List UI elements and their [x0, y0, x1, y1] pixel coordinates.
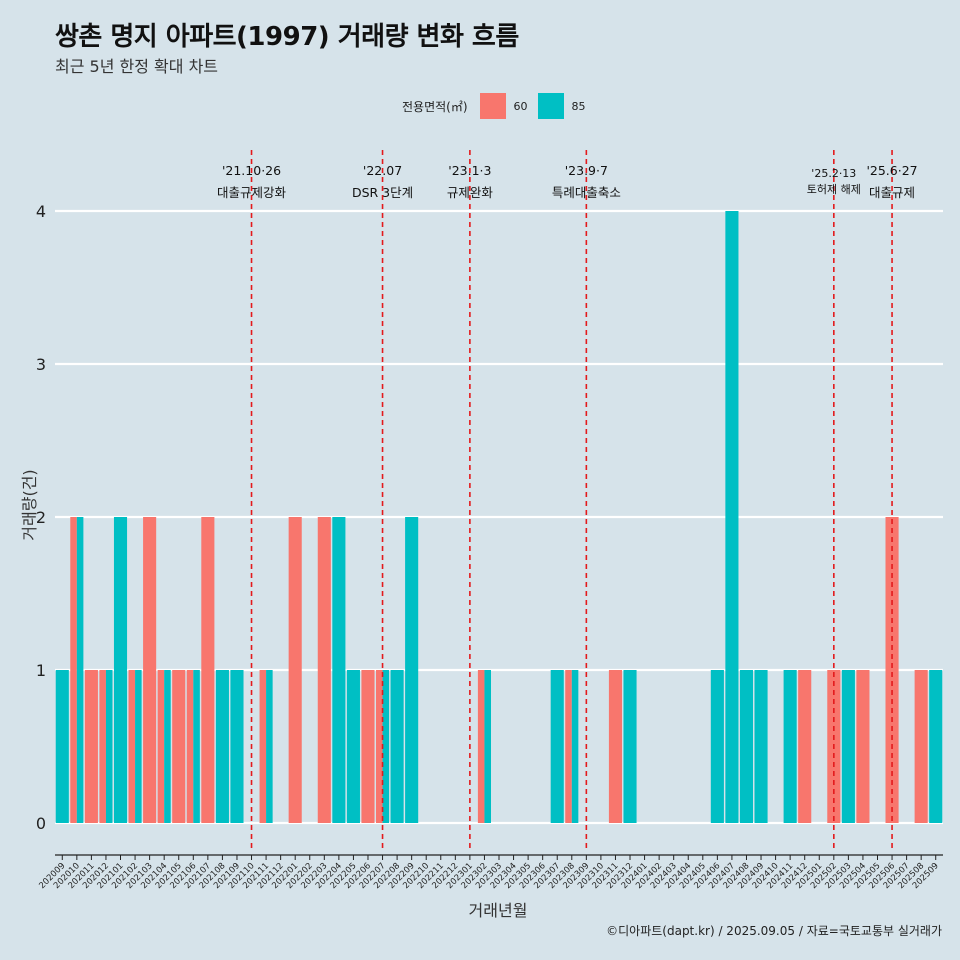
bar-85-202503: [841, 670, 855, 823]
bar-60-202011: [84, 670, 98, 823]
bar-60-202207: [375, 670, 383, 823]
legend-key-60: [479, 93, 506, 119]
bar-85-202104: [164, 670, 171, 823]
bar-85-202102: [135, 670, 142, 823]
annotation-label: 대출규제강화: [217, 185, 287, 200]
bar-60-202107: [201, 517, 215, 823]
chart-subtitle: 최근 5년 한정 확대 차트: [55, 57, 219, 76]
bar-85-202409: [754, 670, 768, 823]
bar-85-202302: [484, 670, 491, 823]
bar-60-202508: [914, 670, 928, 823]
bar-60-202504: [856, 670, 870, 823]
y-tick-label: 3: [36, 355, 46, 374]
annotation-label: 대출규제: [869, 185, 915, 200]
bar-85-202408: [739, 670, 754, 823]
bar-85-202012: [105, 670, 113, 823]
bar-60-202302: [477, 670, 485, 823]
annotation-label: 토허제 해제: [807, 182, 861, 196]
annotation-label: 규제완화: [447, 185, 494, 200]
bar-85-202411: [783, 670, 797, 823]
annotation-date: '25.6·27: [866, 163, 917, 178]
bar-85-202204: [332, 517, 346, 823]
bar-60-202105: [172, 670, 186, 823]
bar-85-202509: [929, 670, 943, 823]
bar-85-202407: [725, 211, 739, 823]
annotation-date: '22.07: [363, 163, 402, 178]
bar-60-202106: [186, 670, 194, 823]
bar-85-202208: [390, 670, 404, 823]
annotation-date: '21.10·26: [222, 163, 281, 178]
bar-60-202104: [157, 670, 165, 823]
bar-85-202307: [550, 670, 564, 823]
bar-85-202101: [113, 517, 128, 823]
y-tick-label: 0: [36, 814, 46, 833]
legend: 전용면적(㎡) 60 85: [402, 93, 596, 119]
bar-85-202312: [623, 670, 637, 823]
legend-key-85: [537, 93, 564, 119]
annotation-date: '25.2·13: [811, 167, 856, 180]
bar-60-202311: [608, 670, 623, 823]
annotation-date: '23.1·3: [448, 163, 491, 178]
bar-85-202111: [266, 670, 273, 823]
x-axis-label: 거래년월: [468, 901, 528, 920]
annotation-label: DSR 3단계: [352, 185, 413, 200]
y-tick-label: 2: [36, 508, 46, 527]
bar-60-202206: [361, 670, 375, 823]
bar-60-202506: [885, 517, 899, 823]
y-axis-label: 거래량(건): [20, 469, 39, 541]
bar-60-202203: [317, 517, 331, 823]
legend-label-85: 85: [571, 99, 586, 113]
bar-85-202108: [215, 670, 229, 823]
legend-title: 전용면적(㎡): [402, 99, 468, 114]
y-tick-label: 4: [36, 202, 46, 221]
legend-label-60: 60: [513, 99, 528, 113]
bar-85-202406: [710, 670, 724, 823]
y-tick-label: 1: [36, 661, 46, 680]
bar-85-202010: [76, 517, 84, 823]
annotation-label: 특례대출축소: [552, 185, 621, 200]
bar-60-202010: [70, 517, 77, 823]
bar-85-202207: [382, 670, 390, 823]
bar-60-202012: [99, 670, 106, 823]
chart-title: 쌍촌 명지 아파트(1997) 거래량 변화 흐름: [55, 22, 519, 52]
bar-60-202103: [143, 517, 157, 823]
bar-85-202308: [571, 670, 579, 823]
bar-60-202111: [259, 670, 267, 823]
bar-85-202205: [346, 670, 360, 823]
bar-85-202209: [405, 517, 419, 823]
bar-85-202009: [55, 670, 69, 823]
bar-85-202109: [230, 670, 244, 823]
annotation-date: '23.9·7: [565, 163, 608, 178]
bar-60-202308: [565, 670, 572, 823]
bar-60-202201: [288, 517, 302, 823]
bar-60-202102: [128, 670, 136, 823]
bar-85-202106: [193, 670, 200, 823]
bar-60-202412: [798, 670, 812, 823]
source-caption: ©디아파트(dapt.kr) / 2025.09.05 / 자료=국토교통부 실…: [606, 924, 942, 938]
